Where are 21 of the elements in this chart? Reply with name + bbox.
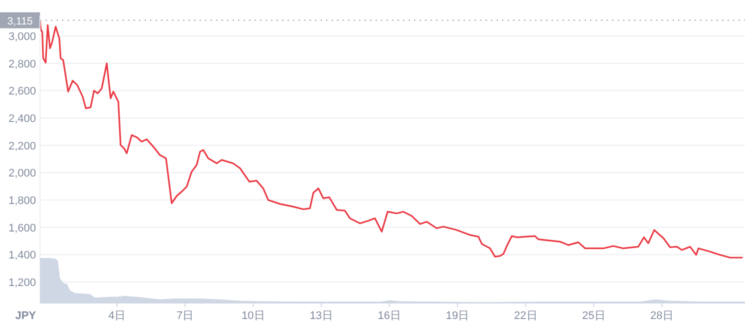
x-tick-label: 10日: [242, 310, 265, 322]
y-tick-label: 1,200: [8, 276, 36, 289]
x-tick-label: 28日: [650, 310, 674, 322]
y-tick-label: 2,400: [8, 112, 36, 125]
x-tick-label: 7日: [176, 310, 194, 322]
y-tick-label: 2,600: [8, 86, 36, 98]
y-tick-label: 3,000: [8, 30, 36, 43]
y-tick-label: 1,600: [8, 222, 36, 234]
y-axis-title: JPY: [15, 310, 37, 322]
y-tick-label: 1,400: [8, 250, 36, 262]
y-tick-label: 1,800: [8, 194, 36, 207]
x-tick-label: 13日: [310, 310, 333, 322]
x-tick-label: 16日: [378, 310, 402, 322]
x-tick-label: 4日: [108, 310, 126, 322]
x-tick-label: 25日: [582, 310, 606, 322]
y-tick-label: 2,200: [8, 140, 36, 152]
ref-line-label: 3,115: [7, 15, 33, 28]
y-tick-label: 2,000: [8, 168, 36, 180]
x-tick-label: 19日: [446, 310, 470, 322]
x-tick-label: 22日: [514, 310, 538, 322]
y-tick-label: 2,800: [8, 58, 36, 70]
